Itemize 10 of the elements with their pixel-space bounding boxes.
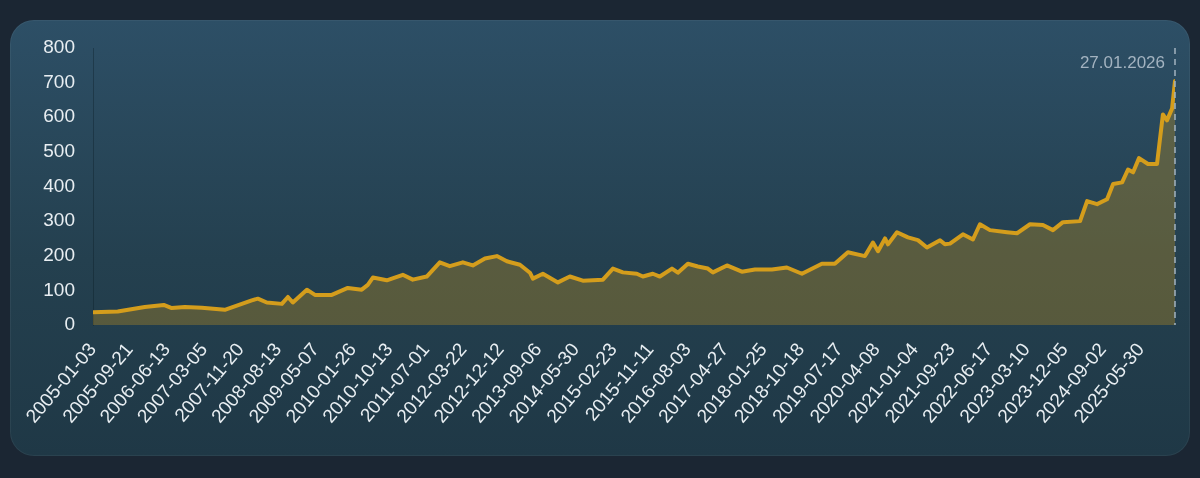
y-tick-label: 500: [43, 140, 75, 162]
y-tick-label: 300: [43, 209, 75, 231]
ref-line-label: 27.01.2026: [1079, 52, 1165, 72]
y-tick-label: 100: [43, 278, 75, 300]
y-tick-label: 700: [43, 70, 75, 92]
y-tick-label: 800: [43, 36, 75, 58]
y-tick-label: 200: [43, 243, 75, 265]
y-tick-label: 0: [64, 313, 75, 335]
y-tick-label: 600: [43, 105, 75, 127]
y-tick-label: 400: [43, 174, 75, 196]
